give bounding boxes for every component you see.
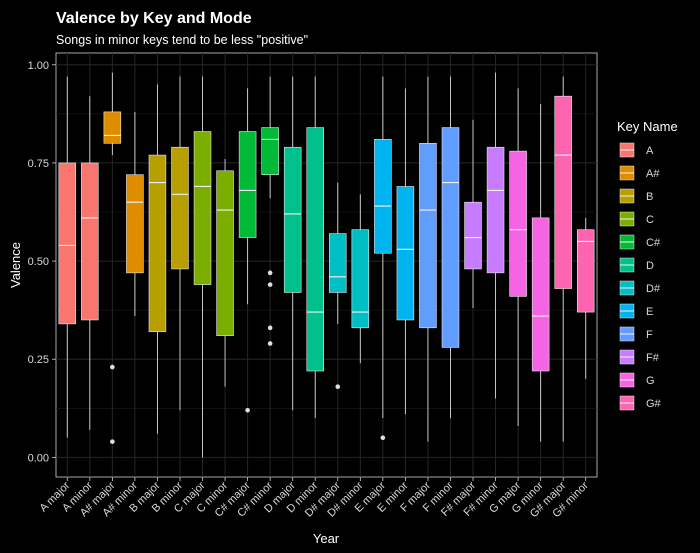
box-iqr [148,154,167,333]
legend-label: A [646,145,654,157]
box-gs-minor [576,217,595,379]
box-e-major [374,76,392,441]
legend-label: G# [646,398,662,410]
box-as-minor [126,111,144,317]
legend-item: D# [619,280,661,296]
box-iqr [351,229,370,329]
box-iqr [306,127,324,372]
box-c-major [193,76,212,458]
chart-title: Valence by Key and Mode [56,10,252,27]
outlier-point [267,270,273,276]
outlier-point [380,435,386,441]
box-f-major [419,76,437,442]
legend-item: A [619,142,654,158]
box-ds-major [329,182,347,390]
legend-label: D# [646,283,661,295]
box-d-major [283,76,302,411]
outlier-point [267,341,273,346]
box-a-major [58,76,77,438]
box-fs-major [464,119,482,309]
box-iqr [396,186,415,321]
box-iqr [58,162,77,325]
box-d-minor [306,76,324,419]
legend-label: C [646,214,654,226]
box-fs-minor [486,72,505,399]
legend-label: B [646,191,653,203]
y-tick-label: 1.00 [28,60,49,72]
box-iqr [486,146,505,274]
boxes-group [58,72,595,458]
box-iqr [126,174,144,274]
box-f-minor [441,76,460,419]
box-iqr [531,217,550,372]
legend-label: F [646,329,653,341]
outlier-point [335,384,341,390]
box-cs-major [238,88,257,413]
y-tick-label: 0.25 [28,354,49,366]
legend-label: D [646,260,654,272]
outlier-point [267,282,273,287]
box-iqr [374,139,392,254]
box-iqr [193,131,212,285]
outlier-point [110,439,115,444]
box-gs-major [554,76,572,442]
chart-subtitle: Songs in minor keys tend to be less "pos… [56,33,308,47]
legend-label: F# [646,352,660,364]
legend-label: C# [646,237,661,249]
y-tick-label: 0.75 [28,158,49,170]
box-iqr [171,146,189,270]
legend-item: G [619,372,655,388]
plot-panel [55,52,598,478]
legend-item: C [619,211,654,227]
legend-title: Key Name [617,119,678,134]
box-iqr [216,170,234,336]
box-iqr [576,229,595,313]
legend-item: G# [619,395,662,411]
box-iqr [329,233,347,293]
box-iqr [103,111,122,144]
legend: A A# BC C# D D# EF F# G G# [619,142,662,411]
box-e-minor [396,88,415,415]
box-a-minor [81,96,99,430]
y-axis-label: Valence [8,242,23,288]
box-b-major [148,84,167,434]
legend-item: B [619,188,653,204]
box-iqr [509,150,527,297]
legend-item: F [619,326,653,342]
outlier-point [110,364,115,370]
box-iqr [238,131,257,238]
box-b-minor [171,76,189,411]
legend-label: E [646,306,653,318]
legend-item: A# [619,165,660,181]
outlier-point [267,325,273,331]
box-g-minor [531,104,550,442]
y-tick-label: 0.00 [28,452,49,464]
y-axis: 0.00 0.25 0.50 0.75 1.00 [28,60,56,464]
box-ds-minor [351,194,370,364]
box-g-major [509,88,527,426]
box-iqr [261,127,279,176]
legend-label: A# [646,168,660,180]
box-iqr [464,201,482,270]
y-tick-label: 0.50 [28,256,49,268]
box-iqr [441,127,460,348]
legend-item: C# [619,234,661,250]
legend-item: E [619,303,653,319]
box-iqr [81,162,99,321]
box-iqr [419,142,437,329]
x-axis-label: Year [313,531,340,546]
box-iqr [283,146,302,293]
box-c-minor [216,159,234,387]
outlier-point [245,407,250,413]
box-as-major [103,72,122,444]
box-iqr [554,95,572,289]
legend-item: F# [619,349,660,365]
legend-label: G [646,375,655,387]
legend-item: D [619,257,654,273]
box-cs-minor [261,76,279,346]
